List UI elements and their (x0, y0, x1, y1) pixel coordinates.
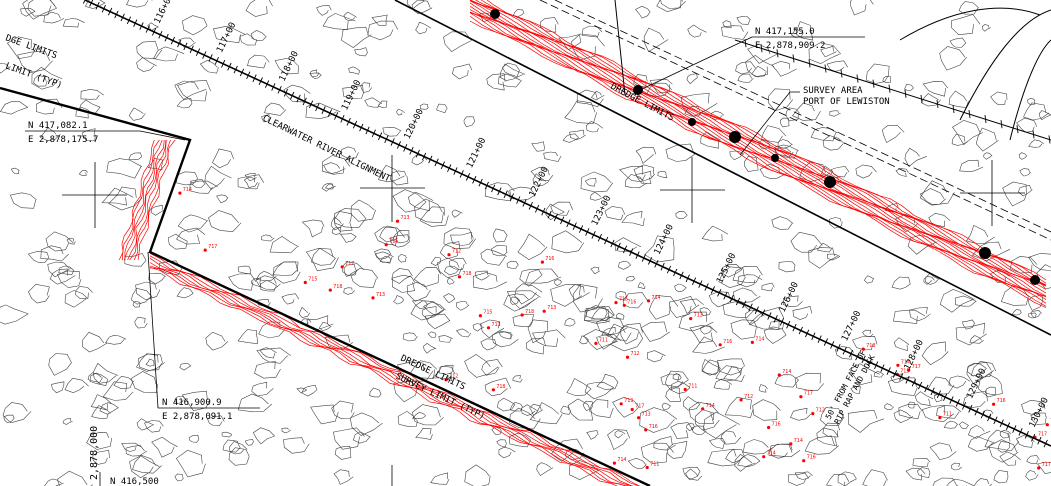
bank-dashed-line-2 (539, 0, 1051, 241)
svg-text:711: 711 (650, 462, 659, 468)
svg-text:711: 711 (599, 337, 608, 343)
svg-text:717: 717 (1042, 462, 1051, 468)
svg-text:716: 716 (723, 339, 732, 345)
coord-3-easting: E 2,878,091.1 (162, 412, 232, 422)
svg-text:713: 713 (401, 215, 410, 221)
svg-text:717: 717 (804, 391, 813, 397)
svg-text:713: 713 (624, 398, 633, 404)
road-curve-1 (899, 7, 1041, 41)
svg-text:717: 717 (345, 261, 354, 267)
svg-text:713: 713 (642, 412, 651, 418)
svg-text:718: 718 (866, 343, 875, 349)
alignment-line (84, 0, 1051, 447)
survey-limit-line (149, 251, 651, 486)
svg-text:715: 715 (483, 310, 492, 316)
label-grid-easting: 2,878,000 (89, 426, 100, 480)
svg-text:716: 716 (545, 256, 554, 262)
svg-text:714: 714 (617, 457, 626, 463)
svg-text:717: 717 (1038, 431, 1047, 437)
svg-text:718: 718 (525, 309, 534, 315)
svg-text:715: 715 (389, 239, 398, 245)
svg-text:711: 711 (688, 384, 697, 390)
sounding-points: 7177137167187147127117147127187147137117… (178, 187, 1051, 470)
coord-2-northing: N 417,155.0 (755, 27, 815, 37)
svg-text:712: 712 (452, 249, 461, 255)
bank-contours-left (118, 139, 176, 261)
survey-area-label: SURVEY AREA (803, 86, 863, 96)
svg-text:712: 712 (449, 374, 458, 380)
grid-northing-label: N 416,500 (110, 477, 159, 486)
survey-area-callout: SURVEY AREA PORT OF LEWISTON (739, 86, 890, 156)
grid-easting-label: 2,878,000 (89, 426, 100, 480)
railway-line (734, 39, 1051, 141)
svg-text:718: 718 (333, 284, 342, 290)
svg-text:717: 717 (912, 364, 921, 370)
svg-text:715: 715 (308, 277, 317, 283)
coord-1-easting: E 2,878,175.7 (28, 135, 98, 145)
svg-text:713: 713 (547, 305, 556, 311)
svg-text:712: 712 (631, 351, 640, 357)
svg-text:716: 716 (997, 398, 1006, 404)
svg-text:717: 717 (208, 244, 217, 250)
port-label: PORT OF LEWISTON (803, 97, 890, 107)
svg-text:714: 714 (767, 451, 776, 457)
svg-text:714: 714 (782, 369, 791, 375)
coord-callout-3: N 416,900.9 E 2,878,091.1 (147, 251, 260, 422)
road-curve-2 (959, 9, 1051, 121)
svg-text:715: 715 (900, 368, 909, 374)
coord-3-northing: N 416,900.9 (162, 398, 222, 408)
coord-2-easting: E 2,878,909.2 (755, 41, 825, 51)
svg-text:712: 712 (816, 408, 825, 414)
road-line (614, 0, 626, 96)
svg-text:713: 713 (376, 292, 385, 298)
svg-text:713: 713 (694, 313, 703, 319)
svg-text:711: 711 (943, 412, 952, 418)
bank-markers (490, 9, 1040, 285)
svg-text:712: 712 (744, 394, 753, 400)
svg-text:714: 714 (652, 295, 661, 301)
svg-text:715: 715 (619, 297, 628, 303)
alignment-ticks (82, 0, 1048, 448)
svg-text:718: 718 (496, 384, 505, 390)
svg-text:716: 716 (772, 422, 781, 428)
svg-text:714: 714 (183, 187, 192, 193)
svg-text:714: 714 (706, 403, 715, 409)
road-curve-3 (1009, 39, 1051, 141)
coord-callout-2: N 417,155.0 E 2,878,909.2 (639, 27, 865, 91)
bank-contours-top (469, 0, 1047, 308)
coord-1-northing: N 417,082.1 (28, 121, 88, 131)
dredge-boundary-top (394, 0, 1051, 336)
coord-callout-1: N 417,082.1 E 2,878,175.7 (25, 121, 186, 145)
railway-ticks (744, 39, 1051, 144)
svg-text:714: 714 (794, 438, 803, 444)
grid-crosses (62, 155, 1025, 486)
svg-text:713: 713 (492, 322, 501, 328)
svg-text:717: 717 (635, 404, 644, 410)
svg-text:716: 716 (649, 424, 658, 430)
svg-text:714: 714 (755, 336, 764, 342)
svg-text:718: 718 (463, 271, 472, 277)
svg-text:714: 714 (901, 359, 910, 365)
svg-text:716: 716 (807, 455, 816, 461)
svg-text:716: 716 (627, 299, 636, 305)
bank-contours-bottom (149, 253, 640, 486)
